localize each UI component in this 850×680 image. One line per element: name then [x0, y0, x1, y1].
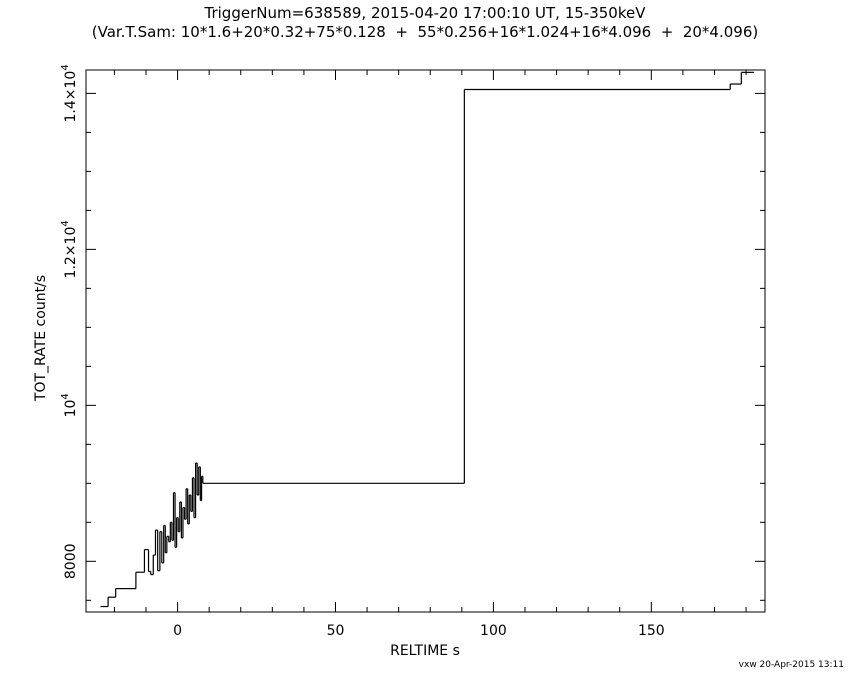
y-tick-label-exponent: 4 — [60, 220, 71, 226]
plot-frame — [85, 69, 766, 613]
y-tick-label: 104 — [60, 393, 79, 417]
x-tick-label: 150 — [638, 623, 665, 639]
y-tick-label-base: 1.4×10 — [63, 71, 79, 123]
footer-stamp: vxw 20-Apr-2015 13:11 — [738, 660, 844, 670]
y-tick-label-exponent: 4 — [60, 64, 71, 70]
y-tick-label-base: 1.2×10 — [63, 227, 79, 279]
y-tick-label-base: 8000 — [63, 543, 79, 579]
y-axis-label: TOT_RATE count/s — [33, 275, 49, 402]
x-axis-label: RELTIME s — [390, 643, 460, 659]
chart-title-line2: (Var.T.Sam: 10*1.6+20*0.32+75*0.128 + 55… — [91, 23, 759, 41]
series-0 — [100, 71, 754, 608]
y-tick-label-base: 10 — [63, 400, 79, 418]
y-tick-label-exponent: 4 — [60, 393, 71, 399]
x-tick-label: 0 — [173, 623, 182, 639]
y-tick-label: 8000 — [63, 543, 79, 579]
x-tick-label: 100 — [480, 623, 507, 639]
x-tick-label: 50 — [327, 623, 345, 639]
y-tick-label: 1.4×104 — [60, 64, 79, 122]
chart-title-line1: TriggerNum=638589, 2015-04-20 17:00:10 U… — [204, 4, 646, 22]
y-tick-label: 1.2×104 — [60, 220, 79, 278]
